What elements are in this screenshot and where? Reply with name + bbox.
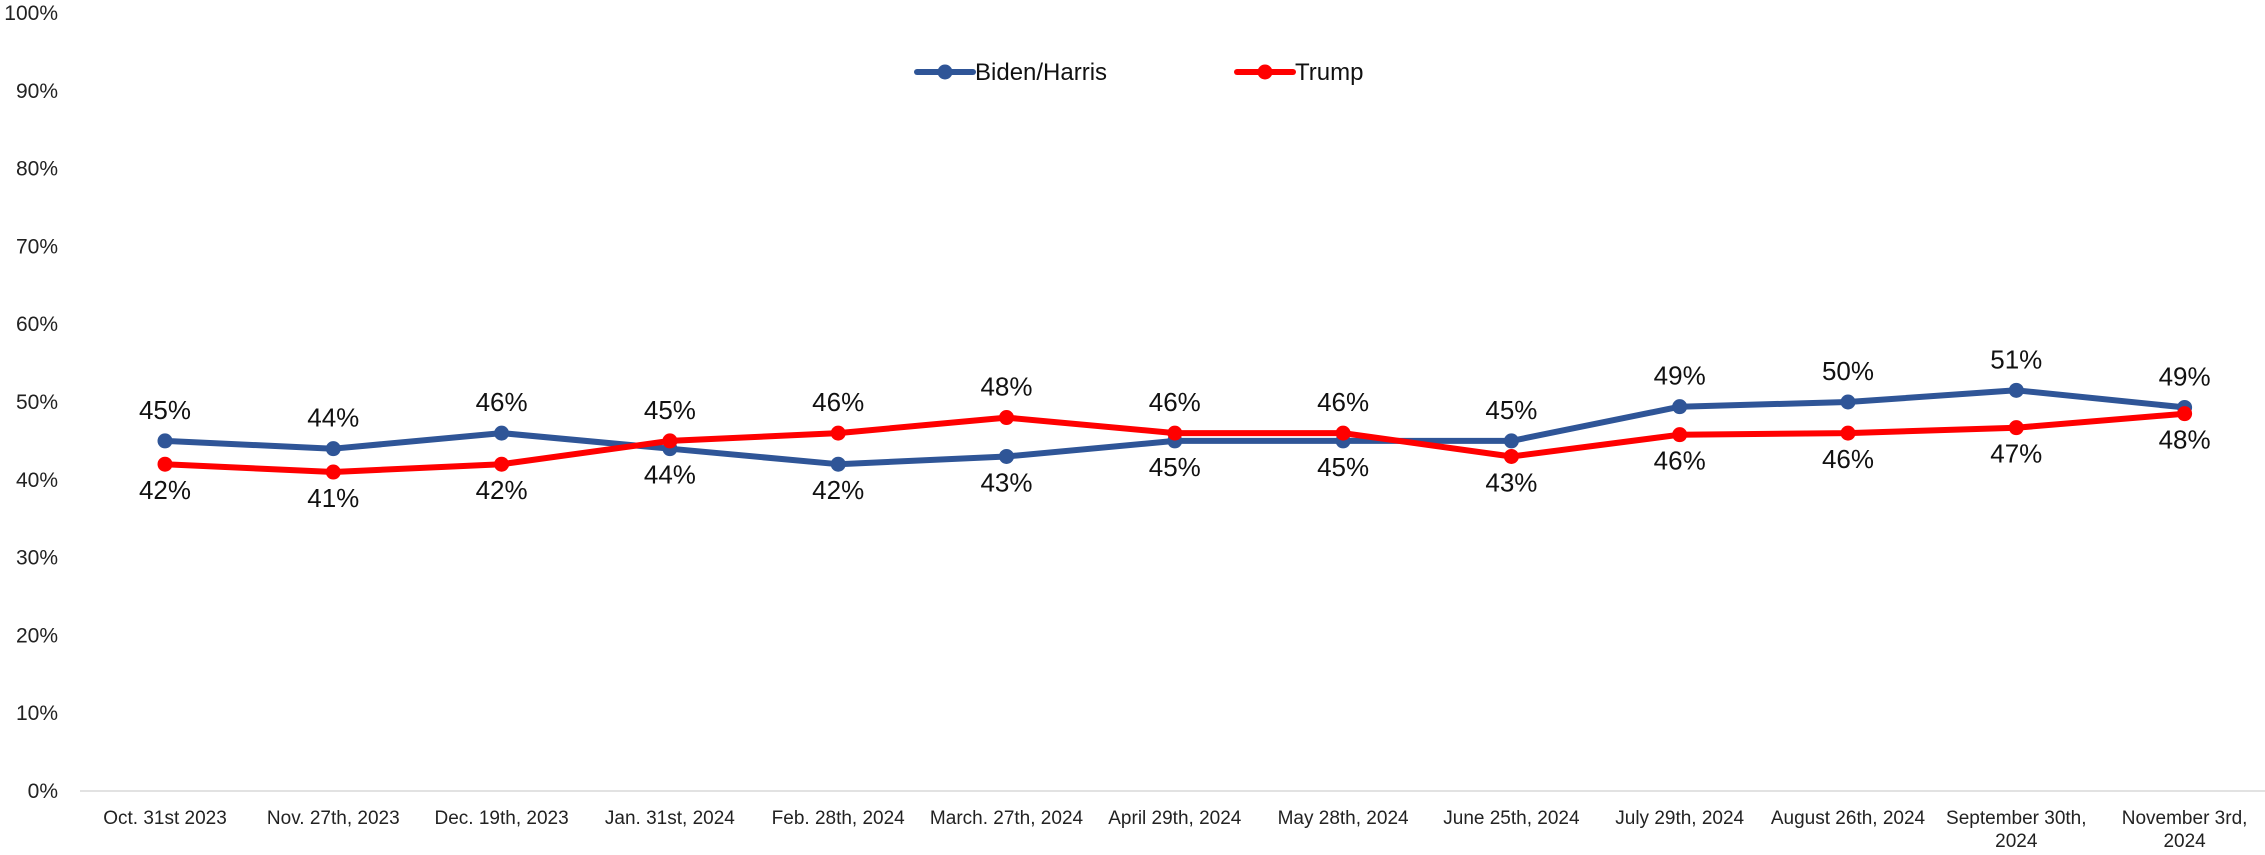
data-label-trump: 46% xyxy=(1317,387,1369,417)
data-label-biden-harris: 44% xyxy=(307,403,359,433)
data-labels: 45% 44% 46% 44% 42% 43% 45% 45% 45% 49% 50% 51% 49% 4… xyxy=(139,344,2211,513)
y-tick-label: 80% xyxy=(16,158,58,181)
series-points xyxy=(157,382,2193,480)
y-tick-label: 40% xyxy=(16,469,58,492)
data-label-trump: 46% xyxy=(1822,444,1874,474)
data-point-biden-harris xyxy=(494,425,510,441)
data-point-trump xyxy=(157,456,173,472)
x-tick-label: June 25th, 2024 xyxy=(1443,808,1580,829)
data-point-trump xyxy=(2008,420,2024,436)
data-point-trump xyxy=(999,410,1014,426)
data-point-trump xyxy=(1503,448,1519,464)
y-tick-label: 10% xyxy=(16,702,58,725)
x-tick-label: November 3rd, 2024 xyxy=(2122,808,2248,852)
y-tick-label: 50% xyxy=(16,391,58,414)
data-label-biden-harris: 44% xyxy=(644,460,696,490)
data-label-trump: 41% xyxy=(307,483,359,513)
y-tick-label: 30% xyxy=(16,547,58,570)
data-label-biden-harris: 45% xyxy=(1317,452,1369,482)
data-label-trump: 46% xyxy=(1654,446,1706,476)
data-label-trump: 47% xyxy=(1990,439,2042,469)
data-point-biden-harris xyxy=(1672,399,1688,415)
y-tick-label: 20% xyxy=(16,624,58,647)
y-tick-label: 100% xyxy=(4,2,58,25)
data-point-trump xyxy=(325,464,341,480)
data-label-biden-harris: 45% xyxy=(1485,395,1537,425)
x-tick-label: April 29th, 2024 xyxy=(1108,808,1242,829)
data-point-trump xyxy=(2177,406,2193,422)
data-label-trump: 46% xyxy=(812,387,864,417)
data-point-biden-harris xyxy=(1840,394,1856,410)
legend-label-biden-harris: Biden/Harris xyxy=(975,59,1107,86)
data-point-biden-harris xyxy=(157,433,173,449)
data-label-biden-harris: 43% xyxy=(980,467,1032,497)
data-label-biden-harris: 45% xyxy=(1149,452,1201,482)
data-point-trump xyxy=(1335,425,1351,441)
data-label-trump: 46% xyxy=(1149,387,1201,417)
x-tick-label: Feb. 28th, 2024 xyxy=(772,808,906,829)
y-tick-label: 70% xyxy=(16,235,58,258)
data-label-biden-harris: 51% xyxy=(1990,344,2042,374)
x-axis: Oct. 31st 2023 Nov. 27th, 2023 Dec. 19th, … xyxy=(80,790,2265,852)
data-label-trump: 43% xyxy=(1485,467,1537,497)
data-point-trump xyxy=(1672,427,1688,443)
y-tick-label: 90% xyxy=(16,80,58,103)
data-point-trump xyxy=(662,433,678,449)
data-label-biden-harris: 49% xyxy=(1654,361,1706,391)
data-point-biden-harris xyxy=(1503,433,1519,449)
x-tick-label: Nov. 27th, 2023 xyxy=(267,808,400,829)
x-tick-label: Jan. 31st, 2024 xyxy=(605,808,735,829)
data-point-biden-harris xyxy=(999,448,1014,464)
data-label-biden-harris: 50% xyxy=(1822,356,1874,386)
y-axis: 0% 10% 20% 30% 40% 50% 60% 70% 80% 90% 100% xyxy=(4,2,58,803)
data-label-biden-harris: 49% xyxy=(2159,361,2211,391)
legend-marker-biden-harris xyxy=(937,64,953,80)
x-tick-label: July 29th, 2024 xyxy=(1615,808,1744,829)
data-point-biden-harris xyxy=(2008,382,2024,398)
legend: Biden/Harris Trump xyxy=(914,59,1363,86)
data-point-trump xyxy=(830,425,846,441)
legend-label-trump: Trump xyxy=(1295,59,1363,86)
data-label-biden-harris: 46% xyxy=(476,387,528,417)
y-tick-label: 0% xyxy=(28,780,58,803)
data-point-trump xyxy=(494,456,510,472)
data-point-trump xyxy=(1840,425,1856,441)
data-label-trump: 42% xyxy=(139,475,191,505)
x-tick-label: Dec. 19th, 2023 xyxy=(435,808,569,829)
data-point-biden-harris xyxy=(830,456,846,472)
y-tick-label: 60% xyxy=(16,313,58,336)
x-tick-label: Oct. 31st 2023 xyxy=(103,808,227,829)
data-label-trump: 48% xyxy=(2159,425,2211,455)
data-point-trump xyxy=(1167,425,1183,441)
x-tick-label: August 26th, 2024 xyxy=(1771,808,1926,829)
data-point-biden-harris xyxy=(325,441,341,457)
x-tick-label: March. 27th, 2024 xyxy=(930,808,1084,829)
data-label-trump: 45% xyxy=(644,395,696,425)
data-label-biden-harris: 42% xyxy=(812,475,864,505)
legend-marker-trump xyxy=(1257,64,1273,80)
data-label-biden-harris: 45% xyxy=(139,395,191,425)
x-tick-label: September 30th, 2024 xyxy=(1946,808,2086,852)
data-label-trump: 48% xyxy=(980,372,1032,402)
x-tick-label: May 28th, 2024 xyxy=(1278,808,1409,829)
data-label-trump: 42% xyxy=(476,475,528,505)
